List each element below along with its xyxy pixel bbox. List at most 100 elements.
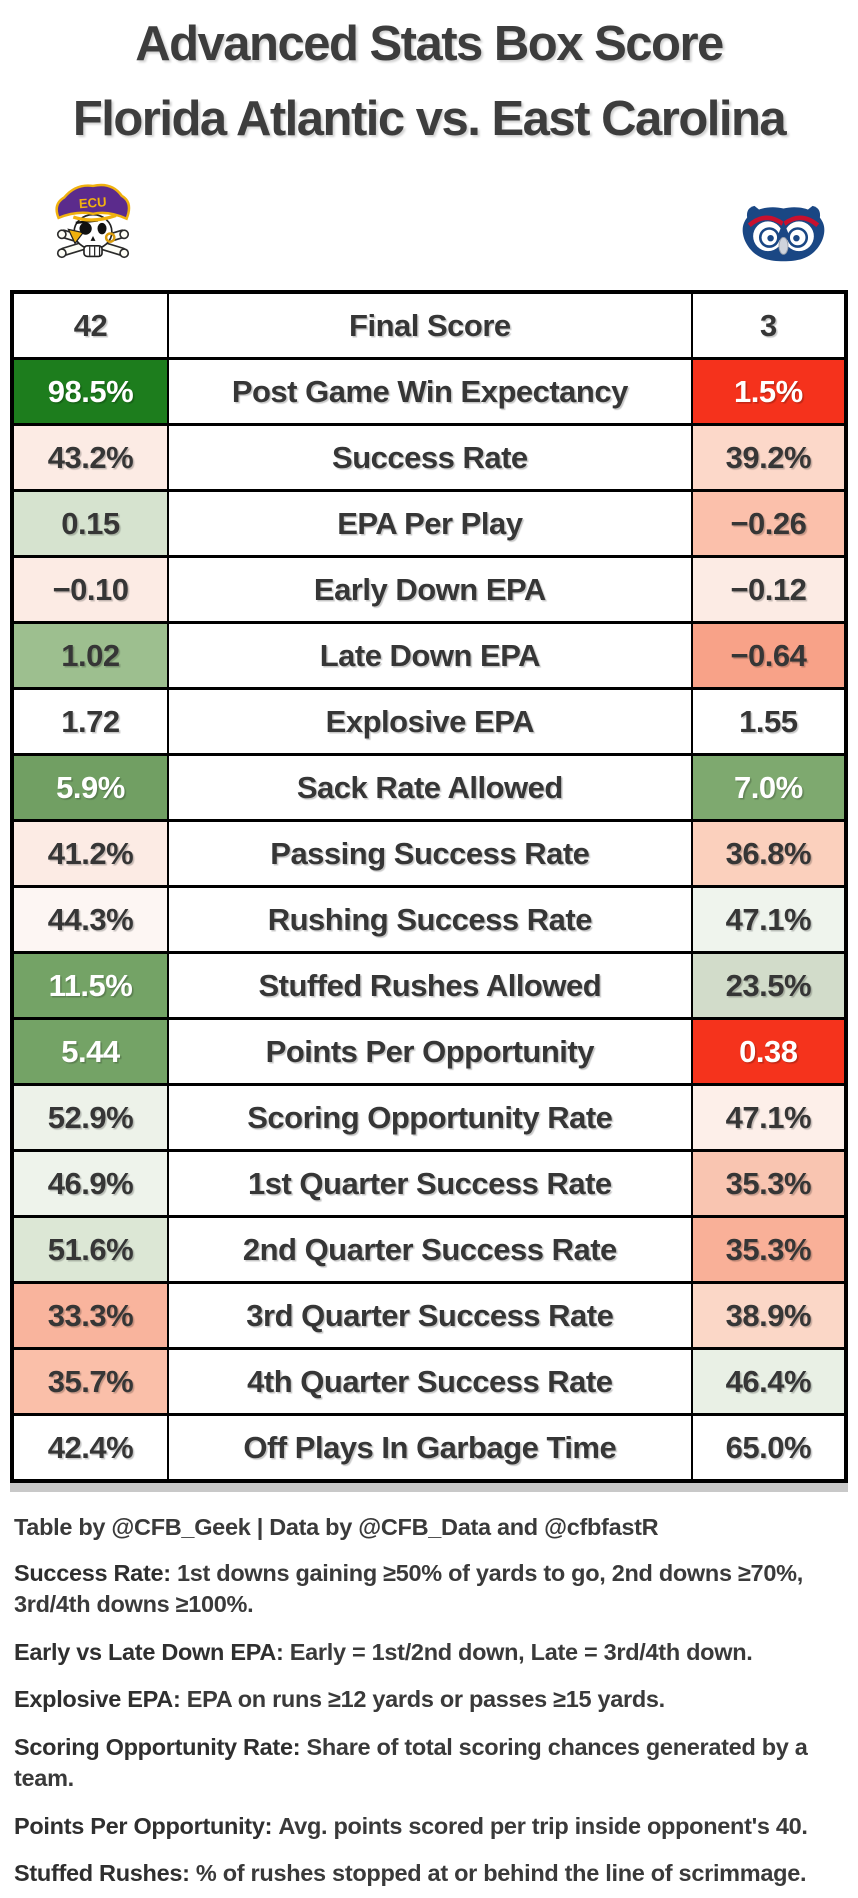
- left-value-cell: 0.15: [11, 489, 169, 558]
- left-value-cell: 35.7%: [11, 1347, 169, 1416]
- right-value-cell: 7.0%: [690, 753, 848, 822]
- stat-name-cell: Post Game Win Expectancy: [166, 357, 693, 426]
- footnote-text: % of rushes stopped at or behind the lin…: [195, 1860, 807, 1887]
- stat-name-cell: Sack Rate Allowed: [166, 753, 693, 822]
- table-row: 43.2% Success Rate 39.2%: [11, 423, 848, 492]
- stat-name-cell: Stuffed Rushes Allowed: [166, 951, 693, 1020]
- team-logo-row: ECU: [0, 180, 858, 264]
- right-value-cell: 3: [690, 290, 848, 360]
- left-value-cell: 98.5%: [11, 357, 169, 426]
- stat-name-cell: 2nd Quarter Success Rate: [166, 1215, 693, 1284]
- footnote-label: Stuffed Rushes: [14, 1860, 183, 1887]
- right-value-cell: 1.55: [690, 687, 848, 756]
- stat-name-cell: Late Down EPA: [166, 621, 693, 690]
- right-value-cell: 38.9%: [690, 1281, 848, 1350]
- table-row: 35.7% 4th Quarter Success Rate 46.4%: [11, 1347, 848, 1416]
- stat-name-cell: 3rd Quarter Success Rate: [166, 1281, 693, 1350]
- right-value-cell: 35.3%: [690, 1149, 848, 1218]
- footnote-label: Points Per Opportunity: [14, 1812, 265, 1839]
- footnote-success-rate: Success Rate: 1st downs gaining ≥50% of …: [14, 1560, 803, 1617]
- left-value-cell: −0.10: [11, 555, 169, 624]
- footnote-text: Share of total scoring chances generated…: [14, 1734, 808, 1791]
- table-row: 98.5% Post Game Win Expectancy 1.5%: [11, 357, 848, 426]
- stat-name-cell: Scoring Opportunity Rate: [166, 1083, 693, 1152]
- left-value-cell: 44.3%: [11, 885, 169, 954]
- left-value-cell: 42: [11, 290, 169, 360]
- east-carolina-pirate-logo-icon: ECU: [55, 183, 131, 259]
- left-value-cell: 52.9%: [11, 1083, 169, 1152]
- left-value-cell: 51.6%: [11, 1215, 169, 1284]
- stat-name-cell: Explosive EPA: [166, 687, 693, 756]
- left-value-cell: 1.02: [11, 621, 169, 690]
- right-value-cell: −0.64: [690, 621, 848, 690]
- left-value-cell: 42.4%: [11, 1413, 169, 1483]
- left-value-cell: 11.5%: [11, 951, 169, 1020]
- table-row: 41.2% Passing Success Rate 36.8%: [11, 819, 848, 888]
- table-row: −0.10 Early Down EPA −0.12: [11, 555, 848, 624]
- right-value-cell: 65.0%: [690, 1413, 848, 1483]
- right-value-cell: −0.12: [690, 555, 848, 624]
- svg-text:ECU: ECU: [78, 194, 107, 211]
- right-value-cell: 23.5%: [690, 951, 848, 1020]
- table-row: 33.3% 3rd Quarter Success Rate 38.9%: [11, 1281, 848, 1350]
- left-value-cell: 41.2%: [11, 819, 169, 888]
- credit-line: Table by @CFB_Geek | Data by @CFB_Data a…: [14, 1514, 659, 1540]
- right-value-cell: 47.1%: [690, 885, 848, 954]
- florida-atlantic-owl-logo-icon: [742, 205, 825, 262]
- page-title-line2: Florida Atlantic vs. East Carolina: [72, 92, 787, 146]
- table-row: 1.72 Explosive EPA 1.55: [11, 687, 848, 756]
- right-value-cell: 35.3%: [690, 1215, 848, 1284]
- table-row: 42.4% Off Plays In Garbage Time 65.0%: [11, 1413, 848, 1483]
- stat-name-cell: 1st Quarter Success Rate: [166, 1149, 693, 1218]
- table-row: 46.9% 1st Quarter Success Rate 35.3%: [11, 1149, 848, 1218]
- left-value-cell: 5.9%: [11, 753, 169, 822]
- stat-name-cell: 4th Quarter Success Rate: [166, 1347, 693, 1416]
- right-value-cell: 46.4%: [690, 1347, 848, 1416]
- right-value-cell: 47.1%: [690, 1083, 848, 1152]
- table-row: 44.3% Rushing Success Rate 47.1%: [11, 885, 848, 954]
- right-value-cell: 36.8%: [690, 819, 848, 888]
- left-value-cell: 43.2%: [11, 423, 169, 492]
- footnote-points-per-opportunity: Points Per Opportunity: Avg. points scor…: [14, 1812, 808, 1839]
- stat-name-cell: Early Down EPA: [166, 555, 693, 624]
- footnote-scoring-opportunity: Scoring Opportunity Rate: Share of total…: [14, 1734, 808, 1791]
- left-value-cell: 5.44: [11, 1017, 169, 1086]
- footnotes-section: Table by @CFB_Geek | Data by @CFB_Data a…: [0, 1492, 858, 1889]
- footnote-stuffed-rushes: Stuffed Rushes: % of rushes stopped at o…: [14, 1860, 807, 1887]
- footnote-text: Avg. points scored per trip inside oppon…: [278, 1812, 808, 1839]
- footnote-label: Success Rate: [14, 1560, 164, 1586]
- footnote-label: Scoring Opportunity Rate: [14, 1734, 293, 1761]
- table-row: 42 Final Score 3: [11, 290, 848, 360]
- left-value-cell: 1.72: [11, 687, 169, 756]
- stat-name-cell: Success Rate: [166, 423, 693, 492]
- table-row: 52.9% Scoring Opportunity Rate 47.1%: [11, 1083, 848, 1152]
- table-row: 0.15 EPA Per Play −0.26: [11, 489, 848, 558]
- stat-name-cell: Passing Success Rate: [166, 819, 693, 888]
- table-row: 1.02 Late Down EPA −0.64: [11, 621, 848, 690]
- table-row: 5.9% Sack Rate Allowed 7.0%: [11, 753, 848, 822]
- stat-name-cell: Final Score: [166, 290, 693, 360]
- table-bottom-divider: [10, 1483, 848, 1492]
- left-value-cell: 46.9%: [11, 1149, 169, 1218]
- stat-name-cell: EPA Per Play: [166, 489, 693, 558]
- footnote-text: Early = 1st/2nd down, Late = 3rd/4th dow…: [289, 1638, 753, 1665]
- right-value-cell: 39.2%: [690, 423, 848, 492]
- left-value-cell: 33.3%: [11, 1281, 169, 1350]
- table-row: 11.5% Stuffed Rushes Allowed 23.5%: [11, 951, 848, 1020]
- page-title-line1: Advanced Stats Box Score: [135, 17, 724, 71]
- footnote-text: EPA on runs ≥12 yards or passes ≥15 yard…: [186, 1686, 666, 1713]
- stat-name-cell: Off Plays In Garbage Time: [166, 1413, 693, 1483]
- page-title: Advanced Stats Box Score Florida Atlanti…: [0, 0, 858, 144]
- right-value-cell: −0.26: [690, 489, 848, 558]
- footnote-early-late-epa: Early vs Late Down EPA: Early = 1st/2nd …: [14, 1638, 753, 1665]
- right-value-cell: 1.5%: [690, 357, 848, 426]
- footnote-label: Explosive EPA: [14, 1686, 173, 1713]
- stat-name-cell: Rushing Success Rate: [166, 885, 693, 954]
- footnote-text: 1st downs gaining ≥50% of yards to go, 2…: [14, 1560, 803, 1617]
- footnote-label: Early vs Late Down EPA: [14, 1638, 276, 1665]
- stat-name-cell: Points Per Opportunity: [166, 1017, 693, 1086]
- footnote-explosive-epa: Explosive EPA: EPA on runs ≥12 yards or …: [14, 1686, 666, 1713]
- table-row: 5.44 Points Per Opportunity 0.38: [11, 1017, 848, 1086]
- advanced-stats-table: 42 Final Score 3 98.5% Post Game Win Expect…: [10, 290, 848, 1483]
